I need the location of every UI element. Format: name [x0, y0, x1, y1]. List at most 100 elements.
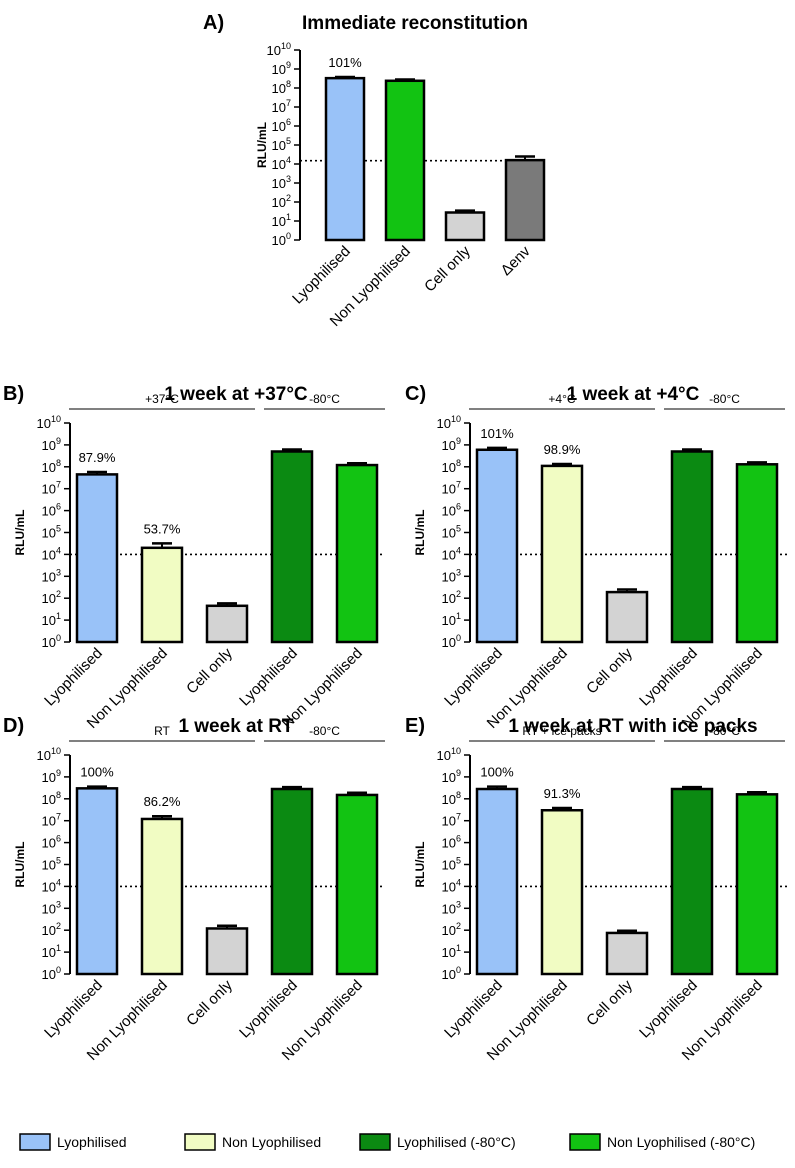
y-tick-label: 105 — [272, 136, 291, 153]
percent-label: 87.9% — [79, 450, 116, 465]
legend-swatch — [569, 1133, 601, 1151]
group-label: -80°C — [309, 392, 340, 406]
percent-label: 101% — [480, 426, 514, 441]
percent-label: 100% — [80, 765, 114, 780]
panel-a: A) Immediate reconstitution 100 101 102 103 10… — [203, 12, 546, 330]
bar — [605, 931, 649, 976]
bar — [270, 787, 314, 976]
percent-label: 53.7% — [144, 521, 181, 536]
y-tick-label: 104 — [272, 155, 291, 172]
bar — [735, 463, 779, 644]
legend-swatch — [359, 1133, 391, 1151]
bar — [270, 450, 314, 644]
y-tick-label: 108 — [272, 79, 291, 96]
bar — [540, 809, 584, 976]
y-tick-label: 1010 — [37, 414, 61, 431]
bar — [670, 450, 714, 644]
y-tick-label: 101 — [442, 611, 461, 628]
group-label: -80°C — [309, 724, 340, 738]
y-tick-label: 105 — [42, 524, 61, 541]
category-label: Lyophilised — [636, 977, 701, 1042]
category-label: Cell only — [183, 976, 236, 1029]
panel-letter: B) — [3, 383, 24, 405]
y-tick-label: 106 — [442, 502, 461, 519]
group-label: RT — [154, 724, 170, 738]
bar — [335, 793, 379, 976]
panels: A) Immediate reconstitution 100 101 102 103 10… — [3, 12, 788, 1064]
percent-label: 86.2% — [144, 794, 181, 809]
y-tick-label: 100 — [272, 231, 291, 248]
panel-b: B) 1 week at +37°C 100 101 102 103 104 105 106 10… — [3, 383, 385, 732]
legend-swatch — [184, 1133, 216, 1151]
y-tick-label: 101 — [42, 943, 61, 960]
category-label: Lyophilised — [636, 645, 701, 710]
y-tick-label: 100 — [442, 633, 461, 650]
y-tick-label: 105 — [442, 856, 461, 873]
panel-letter: E) — [405, 715, 425, 737]
y-tick-label: 102 — [442, 921, 461, 938]
y-tick-label: 105 — [42, 856, 61, 873]
y-tick-label: 106 — [442, 834, 461, 851]
bar — [75, 473, 119, 644]
bar — [540, 464, 584, 644]
group-label: +37°C — [145, 392, 179, 406]
y-tick-label: 107 — [42, 812, 61, 829]
percent-label: 100% — [480, 765, 514, 780]
bar — [605, 590, 649, 644]
y-tick-label: 109 — [442, 436, 461, 453]
group-label: -80°C — [709, 392, 740, 406]
y-axis-label: RLU/mL — [13, 842, 27, 888]
category-label: Cell only — [583, 644, 636, 697]
bar — [324, 76, 366, 242]
y-tick-label: 109 — [42, 768, 61, 785]
y-tick-label: 102 — [272, 193, 291, 210]
y-tick-label: 105 — [442, 524, 461, 541]
y-tick-label: 109 — [42, 436, 61, 453]
group-label: -80°C — [709, 724, 740, 738]
panel-letter: D) — [3, 715, 24, 737]
y-tick-label: 101 — [442, 943, 461, 960]
category-label: Lyophilised — [289, 243, 354, 308]
group-label: +4°C — [548, 392, 575, 406]
chart-title: 1 week at RT with ice packs — [508, 716, 757, 737]
category-label: Lyophilised — [441, 645, 506, 710]
panel-c: C) 1 week at +4°C 100 101 102 103 104 105 106 107… — [405, 383, 788, 732]
chart-title: 1 week at RT — [178, 716, 293, 737]
percent-label: 101% — [328, 55, 362, 70]
y-tick-label: 1010 — [37, 746, 61, 763]
y-tick-label: 1010 — [267, 41, 291, 58]
y-tick-label: 100 — [42, 633, 61, 650]
bar — [75, 787, 119, 976]
y-tick-label: 104 — [442, 545, 461, 562]
group-label: RT + ice packs — [522, 724, 601, 738]
panel-letter: A) — [203, 12, 224, 34]
bar — [335, 463, 379, 644]
y-tick-label: 107 — [442, 480, 461, 497]
y-tick-label: 100 — [442, 965, 461, 982]
legend: Lyophilised Non Lyophilised Lyophilised (-… — [19, 1133, 755, 1151]
bar — [504, 158, 546, 242]
y-tick-label: 106 — [272, 117, 291, 134]
y-axis-label: RLU/mL — [413, 842, 427, 888]
y-tick-label: 103 — [42, 567, 61, 584]
y-tick-label: 107 — [272, 98, 291, 115]
chart-title: 1 week at +4°C — [567, 384, 700, 405]
y-tick-label: 108 — [442, 458, 461, 475]
y-tick-label: 103 — [442, 899, 461, 916]
y-tick-label: 103 — [272, 174, 291, 191]
y-tick-label: 102 — [442, 589, 461, 606]
bar — [475, 448, 519, 644]
y-tick-label: 106 — [42, 502, 61, 519]
y-axis-label: RLU/mL — [413, 510, 427, 556]
panel-d: D) 1 week at RT 100 101 102 103 104 105 106 107 10… — [3, 715, 385, 1064]
category-label: Lyophilised — [41, 977, 106, 1042]
y-tick-label: 102 — [42, 589, 61, 606]
category-label: Lyophilised — [236, 977, 301, 1042]
chart-title: 1 week at +37°C — [164, 384, 308, 405]
y-tick-label: 108 — [42, 790, 61, 807]
bar — [140, 546, 184, 644]
legend-swatch — [19, 1133, 51, 1151]
bar — [140, 817, 184, 976]
y-tick-label: 102 — [42, 921, 61, 938]
